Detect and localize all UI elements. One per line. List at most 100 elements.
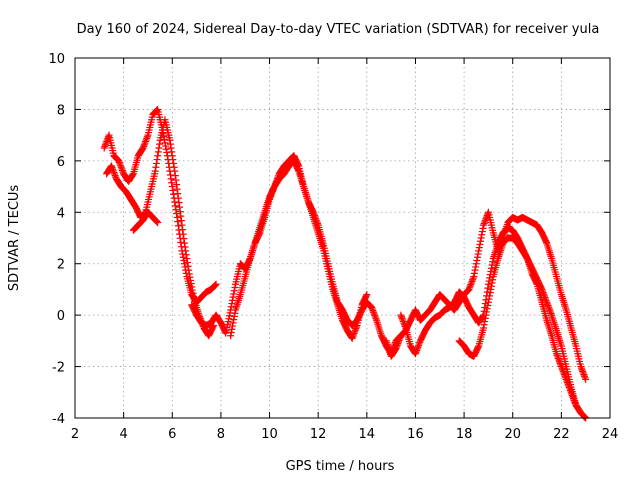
- data-point-interp: [399, 318, 407, 326]
- data-point-interp: [398, 314, 406, 322]
- data-point-interp: [162, 142, 170, 150]
- x-tick-label: 20: [504, 427, 521, 442]
- data-point-interp: [109, 167, 117, 175]
- x-tick-label: 22: [553, 427, 570, 442]
- data-point-interp: [401, 322, 409, 330]
- series-track-h: [455, 234, 580, 409]
- data-point-interp: [166, 171, 174, 179]
- data-point-interp: [349, 333, 357, 341]
- x-tick-label: 16: [407, 427, 424, 442]
- data-point-interp: [370, 308, 378, 316]
- data-point-interp: [481, 314, 489, 322]
- data-point-interp: [230, 316, 238, 324]
- data-point-interp: [352, 323, 360, 331]
- data-point-interp: [171, 172, 179, 180]
- data-point-interp: [351, 326, 359, 334]
- data-point-interp: [142, 136, 150, 144]
- data-point-interp: [394, 338, 402, 346]
- data-point-interp: [542, 295, 550, 303]
- data-point-interp: [474, 250, 482, 258]
- data-point-interp: [181, 263, 189, 271]
- y-tick-label: -2: [52, 361, 65, 376]
- data-point: [543, 298, 551, 306]
- data-point-interp: [221, 328, 229, 336]
- data-point-interp: [176, 208, 184, 216]
- data-point-interp: [488, 279, 496, 287]
- data-point-interp: [162, 145, 170, 153]
- data-point-interp: [140, 141, 148, 149]
- data-point-interp: [211, 282, 219, 290]
- data-point-interp: [110, 168, 118, 176]
- data-point-interp: [473, 253, 481, 261]
- data-point-interp: [177, 239, 185, 246]
- data-point-interp: [168, 152, 176, 160]
- data-point: [480, 221, 488, 229]
- data-point-interp: [175, 199, 183, 207]
- data-point: [397, 311, 405, 319]
- data-point-interp: [109, 165, 117, 173]
- data-point: [151, 167, 159, 175]
- data-point-interp: [231, 284, 239, 291]
- data-point-interp: [174, 222, 182, 230]
- data-point-interp: [169, 159, 177, 167]
- data-point-interp: [469, 276, 477, 284]
- data-point-interp: [117, 163, 125, 171]
- data-point: [363, 291, 371, 299]
- data-point-interp: [371, 311, 379, 319]
- data-point-interp: [577, 364, 585, 372]
- data-point-interp: [169, 186, 177, 194]
- data-point-interp: [351, 328, 359, 336]
- data-point-interp: [228, 322, 236, 330]
- data-point: [582, 375, 590, 383]
- data-point-interp: [483, 308, 491, 316]
- data-point-interp: [228, 300, 236, 308]
- data-point-interp: [482, 215, 490, 223]
- y-tick-label: 6: [57, 155, 65, 170]
- data-point: [139, 144, 147, 152]
- y-tick-label: 10: [48, 52, 65, 67]
- data-point-interp: [478, 231, 486, 239]
- data-point-interp: [371, 313, 379, 321]
- data-point-interp: [229, 293, 237, 301]
- data-point-interp: [231, 309, 239, 317]
- data-point-interp: [187, 280, 195, 288]
- series-track-g: [397, 224, 590, 422]
- data-point-interp: [466, 284, 474, 292]
- data-point-interp: [480, 220, 488, 228]
- data-point: [470, 273, 478, 281]
- x-tick-label: 6: [168, 427, 176, 442]
- data-point-interp: [153, 156, 161, 164]
- data-point-interp: [400, 319, 408, 327]
- data-point-interp: [396, 335, 404, 343]
- data-point-interp: [230, 290, 238, 298]
- data-point-interp: [554, 353, 562, 361]
- data-point: [475, 247, 483, 255]
- data-point-interp: [228, 325, 236, 333]
- data-point-interp: [578, 366, 586, 374]
- data-point: [171, 167, 179, 175]
- data-point-interp: [174, 218, 182, 226]
- data-point-interp: [169, 156, 177, 164]
- data-point-interp: [482, 311, 490, 319]
- data-point-interp: [180, 260, 188, 268]
- data-point-interp: [368, 305, 376, 313]
- data-point-interp: [486, 289, 494, 297]
- data-point-interp: [370, 310, 378, 318]
- data-point-interp: [470, 269, 478, 277]
- data-point: [185, 270, 193, 278]
- data-point-interp: [484, 210, 492, 218]
- data-point: [166, 136, 174, 144]
- data-point-interp: [414, 342, 422, 350]
- chart-title: Day 160 of 2024, Sidereal Day-to-day VTE…: [77, 22, 600, 37]
- data-point-interp: [183, 255, 191, 263]
- data-point-interp: [559, 366, 567, 374]
- data-point-interp: [143, 133, 151, 141]
- data-point-interp: [169, 190, 177, 198]
- series-track-b: [103, 116, 218, 340]
- data-point-interp: [547, 310, 555, 318]
- x-tick-label: 10: [261, 427, 278, 442]
- data-point-interp: [393, 343, 401, 351]
- data-point-interp: [184, 262, 192, 270]
- data-point-interp: [111, 172, 119, 180]
- series-track-a: [100, 105, 220, 306]
